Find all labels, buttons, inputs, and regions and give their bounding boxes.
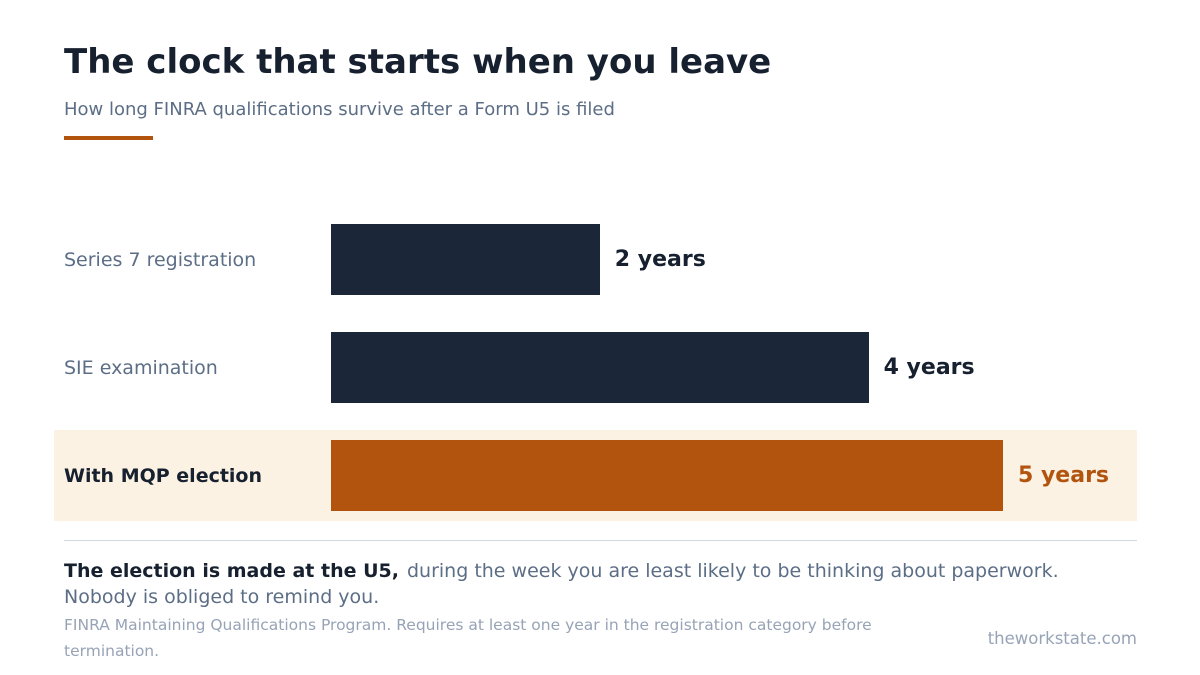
value-label: 2 years	[614, 246, 706, 272]
category-label: With MQP election	[64, 464, 263, 487]
bar	[331, 440, 1003, 511]
chart-title: The clock that starts when you leave	[64, 42, 772, 82]
title-accent-rule	[64, 136, 153, 140]
divider	[64, 540, 1137, 541]
takeaway-lead: The election is made at the U5,	[64, 560, 399, 582]
value-label: 4 years	[883, 354, 975, 380]
bar	[331, 332, 869, 403]
takeaway-note: The election is made at the U5, during th…	[64, 558, 1074, 610]
bar	[331, 224, 600, 295]
site-credit: theworkstate.com	[987, 629, 1137, 648]
category-label: Series 7 registration	[64, 248, 257, 271]
chart-subtitle: How long FINRA qualifications survive af…	[64, 99, 615, 120]
value-label: 5 years	[1018, 462, 1110, 488]
takeaway-body: during the week you are least likely to …	[64, 560, 1059, 608]
source-note: FINRA Maintaining Qualifications Program…	[64, 616, 872, 660]
category-label: SIE examination	[64, 356, 218, 379]
